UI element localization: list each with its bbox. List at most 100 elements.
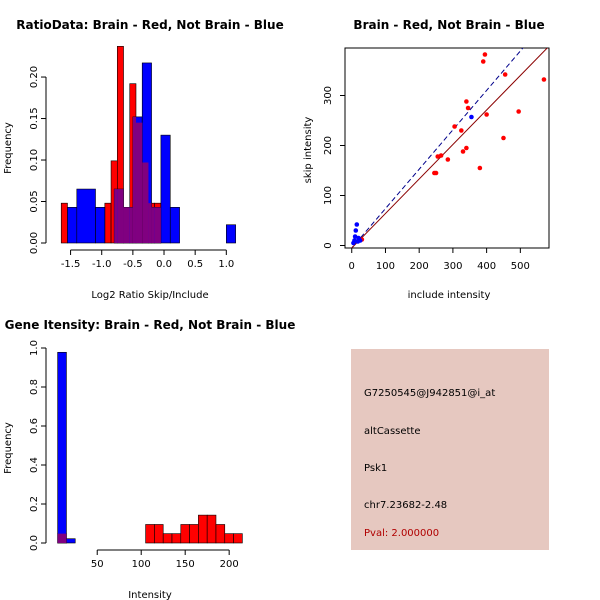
- gene-intensity-not-brain-bar: [57, 351, 67, 544]
- intensity-scatter-x-tick-label: 200: [410, 261, 429, 272]
- intensity-scatter-y-tick-label: 300: [323, 86, 334, 105]
- ratio-histogram-axes: -1.5 -1.0 -0.5 0.0 0.5 1.0 0.00 0.05 0.10 0.15 0.2…: [29, 66, 234, 270]
- ratio-histogram-overlap-bar: [114, 189, 118, 243]
- ratio-histogram-y-tick-label: 0.00: [29, 232, 40, 254]
- ratio-histogram-x-tick-label: -0.5: [123, 259, 143, 270]
- probe-info-background: [351, 349, 549, 550]
- gene-intensity-brain-bar: [189, 524, 199, 544]
- intensity-scatter-axes: 0 100 200 300 400 500 0 100 200 300: [323, 86, 530, 272]
- gene-intensity-y-tick-label: 0.2: [29, 496, 40, 512]
- intensity-scatter-panel: Brain - Red, Not Brain - Blue 0 100 200 300…: [303, 18, 550, 301]
- ratio-histogram-y-tick-label: 0.15: [29, 107, 40, 129]
- intensity-scatter-xlabel: include intensity: [408, 290, 491, 301]
- not-brain-point: [354, 222, 360, 227]
- gene-intensity-overlap-bar: [57, 533, 67, 543]
- gene-intensity-brain-bar: [206, 514, 217, 544]
- brain-fit-line: [351, 48, 548, 248]
- gene-intensity-y-tick-label: 0.0: [29, 535, 40, 551]
- intensity-scatter-fit-lines: [351, 48, 548, 248]
- ratio-histogram-x-tick-label: -1.0: [92, 259, 112, 270]
- gene-intensity-brain-bar: [162, 533, 173, 544]
- brain-point: [484, 112, 489, 117]
- brain-point: [452, 124, 457, 129]
- intensity-scatter-points: [351, 52, 547, 246]
- intensity-scatter-title: Brain - Red, Not Brain - Blue: [353, 18, 544, 32]
- gene-intensity-not-brain-bar: [66, 538, 76, 544]
- ratio-histogram-title: RatioData: Brain - Red, Not Brain - Blue: [16, 18, 283, 32]
- ratio-histogram-overlap-bar: [142, 162, 149, 243]
- brain-point: [502, 72, 508, 77]
- ratio-histogram-y-tick-label: 0.10: [29, 149, 40, 171]
- gene-intensity-panel: Gene Itensity: Brain - Red, Not Brain - …: [3, 318, 295, 600]
- gene-name: Psk1: [364, 463, 387, 474]
- ratio-histogram-overlap-bar: [135, 122, 143, 243]
- ratio-histogram-not-brain-bar: [169, 207, 180, 244]
- intensity-scatter-x-tick-label: 100: [376, 261, 395, 272]
- ratio-histogram-x-tick-label: 1.0: [218, 259, 234, 270]
- ratio-histogram-y-tick-label: 0.20: [29, 66, 40, 88]
- gene-intensity-y-tick-label: 1.0: [29, 340, 40, 356]
- intensity-scatter-y-tick-label: 100: [323, 186, 334, 205]
- ratio-histogram-overlap-bar: [151, 207, 155, 243]
- ratio-histogram-overlap-bar: [132, 116, 136, 243]
- brain-point: [541, 77, 547, 82]
- ratio-histogram-x-tick-label: 0.0: [156, 259, 172, 270]
- ratio-histogram-xlabel: Log2 Ratio Skip/Include: [91, 290, 208, 301]
- brain-point: [460, 149, 466, 154]
- ratio-histogram-ylabel: Frequency: [3, 122, 14, 174]
- ratio-histogram-bars: [60, 46, 236, 244]
- gene-intensity-x-tick-label: 100: [132, 559, 151, 570]
- ratio-histogram-overlap-bar: [129, 207, 133, 243]
- brain-point: [501, 135, 506, 141]
- ratio-histogram-x-tick-label: -1.5: [61, 259, 81, 270]
- brain-point: [459, 128, 464, 133]
- gene-intensity-y-tick-label: 0.4: [29, 457, 40, 473]
- not-brain-fit-line: [351, 48, 524, 248]
- brain-point: [464, 99, 469, 104]
- ratio-histogram-panel: RatioData: Brain - Red, Not Brain - Blue…: [3, 18, 284, 301]
- intensity-scatter-y-tick-label: 200: [323, 136, 334, 155]
- ratio-histogram-not-brain-bar: [67, 207, 78, 244]
- gene-intensity-brain-bar: [215, 524, 226, 544]
- not-brain-point: [469, 114, 474, 120]
- gene-intensity-axes: 50 100 150 200 0.0 0.2 0.4 0.6 0.8 1.0: [29, 340, 239, 570]
- gene-intensity-x-tick-label: 150: [176, 559, 195, 570]
- gene-intensity-brain-bar: [233, 533, 243, 544]
- ratio-histogram-not-brain-bar: [160, 134, 171, 244]
- intensity-scatter-x-tick-label: 500: [511, 261, 530, 272]
- brain-point: [445, 157, 451, 162]
- brain-point: [433, 170, 439, 176]
- intensity-scatter-ylabel: skip intensity: [303, 117, 314, 184]
- genomic-location: chr7.23682-2.48: [364, 500, 447, 511]
- ratio-histogram-brain-bar: [104, 202, 112, 244]
- ratio-histogram-overlap-bar: [148, 203, 152, 243]
- ratio-histogram-y-tick-label: 0.05: [29, 190, 40, 212]
- not-brain-point: [357, 238, 363, 243]
- brain-point: [438, 153, 444, 158]
- gene-intensity-ylabel: Frequency: [3, 422, 14, 474]
- gene-intensity-brain-bar: [145, 524, 155, 544]
- gene-intensity-x-tick-label: 200: [220, 559, 239, 570]
- gene-intensity-brain-bar: [154, 524, 164, 544]
- intensity-scatter-frame: [344, 47, 550, 249]
- gene-intensity-brain-bar: [171, 533, 182, 544]
- brain-point: [464, 145, 469, 151]
- ratio-histogram-overlap-bar: [117, 189, 124, 243]
- brain-point: [480, 59, 486, 64]
- gene-intensity-title: Gene Itensity: Brain - Red, Not Brain - …: [5, 318, 296, 332]
- ratio-histogram-x-tick-label: 0.5: [187, 259, 203, 270]
- probe-info-panel: G7250545@J942851@i_at altCassette Psk1 c…: [351, 349, 549, 550]
- intensity-scatter-x-tick-label: 0: [349, 261, 355, 272]
- gene-intensity-x-tick-label: 50: [91, 559, 104, 570]
- ratio-histogram-overlap-bar: [154, 207, 161, 243]
- intensity-scatter-y-tick-label: 0: [323, 242, 334, 248]
- gene-intensity-brain-bar: [198, 514, 208, 544]
- gene-intensity-brain-bar: [224, 533, 234, 544]
- ratio-histogram-not-brain-bar: [76, 188, 96, 244]
- brain-point: [477, 165, 483, 171]
- brain-point: [516, 109, 521, 114]
- event-type: altCassette: [364, 426, 421, 437]
- ratio-histogram-brain-bar: [60, 202, 68, 244]
- not-brain-point: [353, 228, 359, 233]
